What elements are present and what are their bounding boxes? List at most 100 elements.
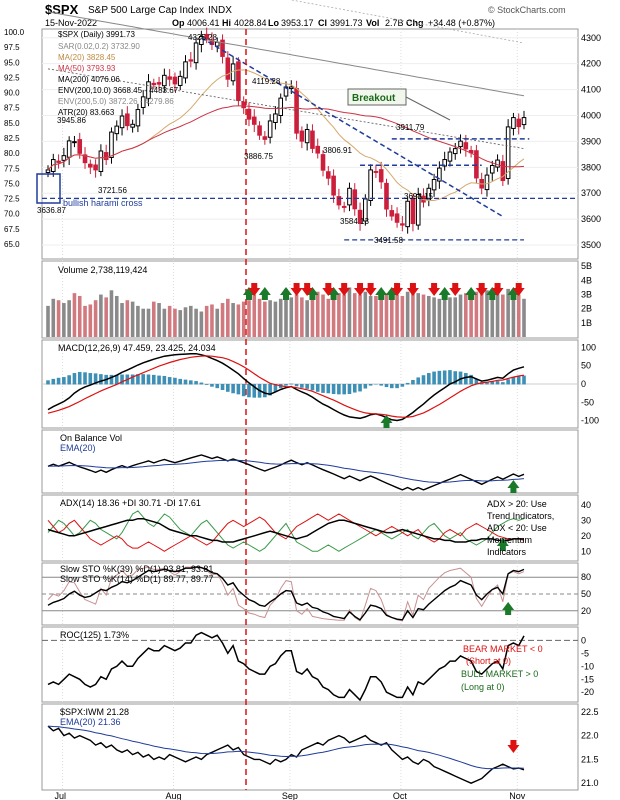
volume-down-arrow (391, 283, 404, 296)
macd-histogram-bar (432, 371, 436, 385)
candle-body (93, 164, 98, 171)
ratio-panel (41, 703, 579, 791)
volume-bar (405, 291, 410, 337)
candle-body (299, 130, 305, 142)
candle-body (320, 154, 326, 171)
volume-bar (395, 294, 399, 337)
adx-up-arrow (496, 538, 509, 551)
macd-histogram-bar (46, 380, 50, 385)
macd-histogram-bar (178, 378, 183, 385)
volume-bar (199, 311, 204, 337)
candle-body (452, 148, 458, 155)
volume-bar (51, 298, 56, 337)
price-tick-label: 3700 (581, 188, 601, 198)
candle-body (352, 189, 358, 210)
candle-body (188, 59, 194, 62)
sto-up-arrow (502, 602, 515, 615)
ratio-tick-label: 22.5 (581, 707, 599, 717)
volume-bar (236, 304, 241, 337)
candle-body (505, 126, 511, 179)
percent-tick-label: 85.0 (4, 119, 20, 128)
volume-bar (83, 305, 87, 337)
price-panel (41, 28, 579, 260)
macd-histogram-bar (321, 384, 325, 393)
roc-label: ROC(125) 1.73% (60, 630, 129, 640)
volume-down-arrow (406, 283, 419, 296)
volume-up-arrow (438, 287, 451, 300)
ma50-line (47, 105, 525, 171)
macd-histogram-bar (516, 376, 521, 385)
volume-up-arrow (507, 287, 520, 300)
volume-bar (157, 303, 161, 337)
vol-label: Vol (366, 18, 379, 28)
volume-bar (189, 305, 193, 337)
breakout-pointer (405, 96, 451, 121)
candle-body (257, 125, 262, 136)
candle-body (204, 33, 209, 40)
volume-bar (300, 297, 304, 337)
candle-body (463, 142, 469, 150)
macd-histogram-bar (347, 384, 352, 394)
macd-histogram-bar (389, 384, 394, 389)
percent-tick-label: 95.0 (4, 58, 20, 67)
candle-body (357, 209, 363, 224)
macd-histogram-bar (114, 374, 119, 385)
volume-bar (310, 295, 315, 337)
candle-body (167, 76, 172, 80)
volume-up-arrow (375, 287, 388, 300)
candle-body (368, 169, 373, 201)
minus-di-line (47, 513, 525, 552)
volume-bar (241, 301, 246, 337)
candle-body (304, 128, 310, 144)
candle-body (130, 123, 135, 128)
macd-histogram-bar (437, 370, 442, 385)
price-point-label: 3491.58 (374, 236, 403, 245)
volume-bar (421, 294, 426, 337)
volume-bar (437, 298, 442, 337)
roc-tick-label: -20 (581, 687, 594, 697)
bear-market-note: BEAR MARKET < 0 (463, 644, 543, 654)
volume-up-arrow (486, 287, 499, 300)
percent-tick-label: 72.5 (4, 195, 20, 204)
macd-histogram-bar (204, 384, 209, 385)
percent-tick-label: 80.0 (4, 149, 20, 158)
macd-tick-label: -100 (581, 416, 599, 426)
macd-histogram-bar (427, 373, 431, 385)
volume-bar (252, 294, 257, 337)
volume-bar (88, 304, 93, 337)
adx-panel (41, 494, 579, 562)
macd-histogram-bar (210, 384, 214, 387)
macd-histogram-bar (289, 383, 294, 385)
macd-histogram-bar (268, 384, 272, 396)
volume-bar (67, 300, 71, 337)
macd-histogram-bar (384, 384, 389, 388)
volume-bar (289, 297, 294, 337)
volume-bar (99, 294, 103, 337)
macd-histogram-bar (199, 382, 204, 385)
x-tick-label: Sep (282, 791, 298, 800)
volume-down-arrow (248, 283, 261, 296)
macd-histogram-bar (310, 384, 315, 391)
candle-body (177, 75, 183, 86)
volume-down-arrow (512, 283, 525, 296)
adx-label: ADX(14) 18.36 +DI 30.71 -DI 17.61 (60, 498, 201, 508)
candle-body (484, 174, 490, 191)
brand-text: © StockCharts.com (488, 5, 566, 15)
volume-bar (247, 300, 251, 337)
volume-bar (432, 297, 436, 337)
volume-bar (474, 291, 479, 337)
candle-body (199, 35, 204, 46)
adx-note-4: Momentum (487, 535, 532, 545)
percent-tick-label: 82.5 (4, 134, 20, 143)
roc-tick-label: -5 (581, 648, 589, 658)
price-tick-label: 4000 (581, 111, 601, 121)
candle-body (61, 155, 67, 161)
volume-bar (231, 303, 235, 337)
volume-up-arrow (385, 287, 398, 300)
ratio-tick-label: 21.5 (581, 754, 599, 764)
volume-bar (93, 300, 98, 337)
percent-tick-label: 87.5 (4, 104, 20, 113)
volume-bar (453, 297, 458, 337)
percent-tick-label: 67.5 (4, 225, 20, 234)
candle-body (241, 101, 246, 109)
